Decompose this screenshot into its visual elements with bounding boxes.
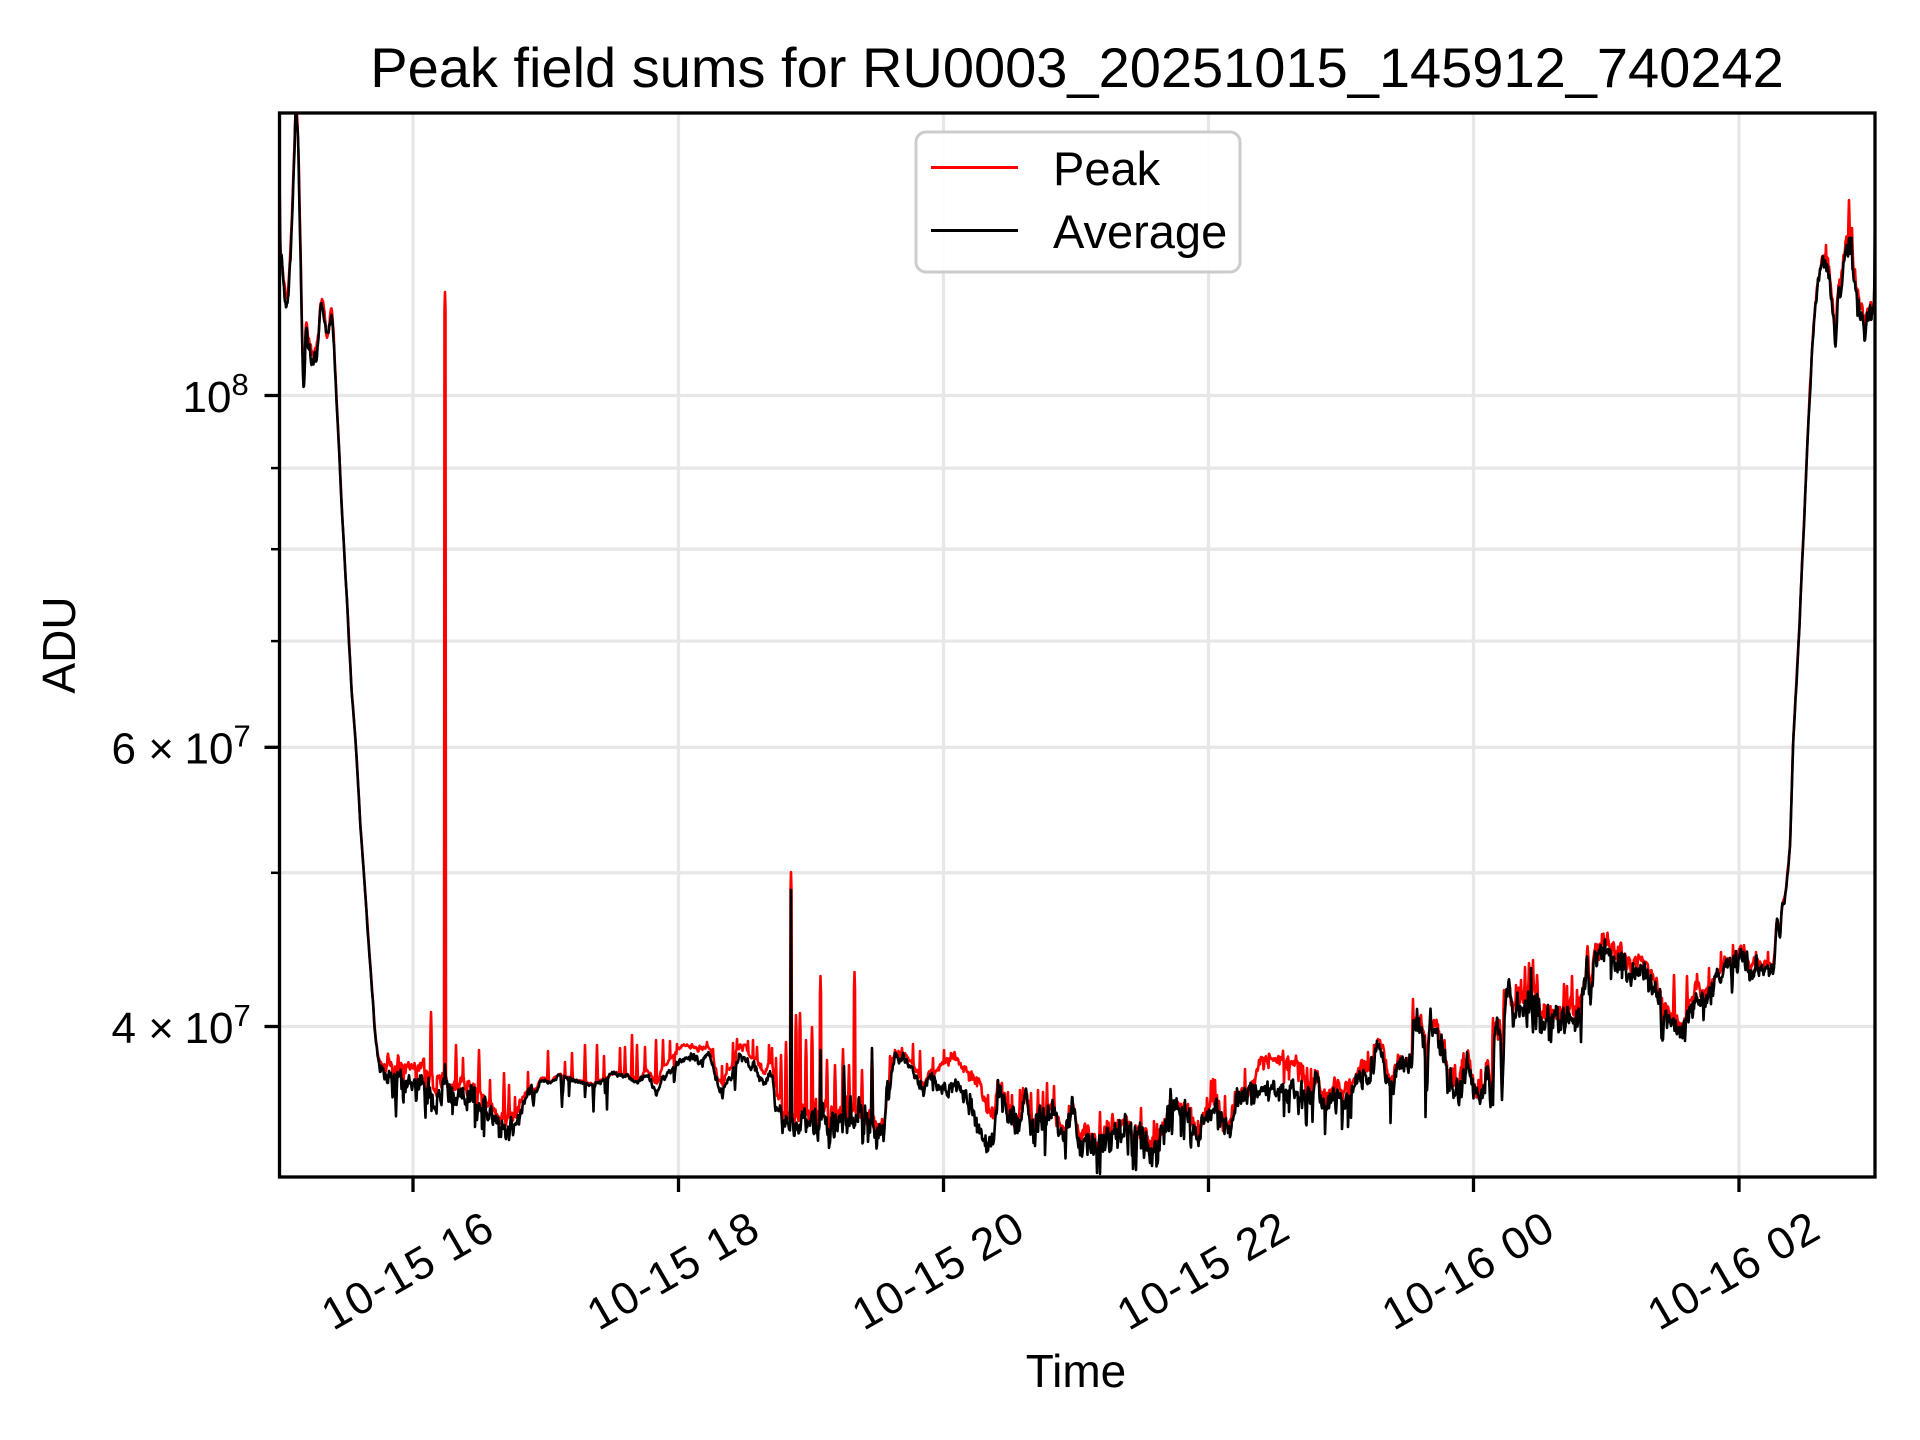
- svg-text:108: 108: [183, 367, 249, 422]
- svg-text:Peak: Peak: [1053, 142, 1161, 195]
- svg-text:Peak field sums for RU0003_202: Peak field sums for RU0003_20251015_1459…: [370, 36, 1784, 99]
- svg-text:Time: Time: [1026, 1345, 1127, 1397]
- svg-text:ADU: ADU: [33, 596, 85, 693]
- svg-text:Average: Average: [1053, 205, 1227, 258]
- svg-text:6×107: 6 × 107: [112, 719, 251, 774]
- svg-text:4×107: 4 × 107: [112, 998, 251, 1053]
